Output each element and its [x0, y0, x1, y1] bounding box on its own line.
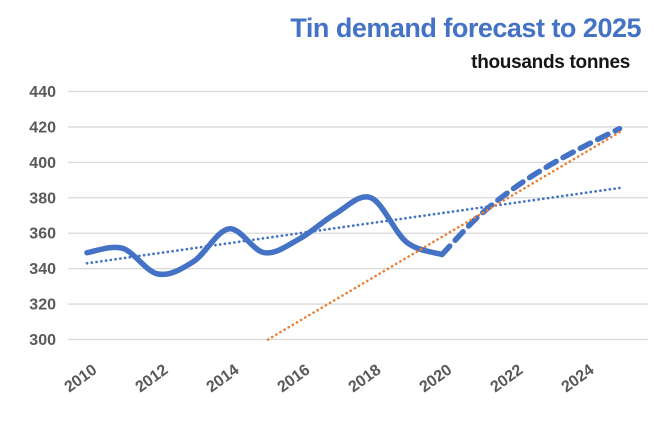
- y-axis-tick-label: 320: [29, 297, 56, 314]
- x-axis-tick-label: 2016: [275, 361, 314, 396]
- linear-trend-line: [85, 186, 621, 265]
- forecast-trend-line: [266, 130, 621, 341]
- x-axis-tick-label: 2014: [204, 361, 243, 396]
- y-axis-tick-label: 300: [29, 332, 56, 349]
- y-axis-tick-label: 340: [29, 261, 56, 278]
- x-axis-tick-label: 2018: [346, 361, 385, 396]
- y-axis-tick-label: 420: [29, 119, 56, 136]
- actual-demand-line: [84, 194, 445, 278]
- x-axis-tick-label: 2022: [488, 361, 527, 396]
- y-axis-tick-label: 400: [29, 155, 56, 172]
- y-axis-tick-label: 360: [29, 226, 56, 243]
- chart-title: Tin demand forecast to 2025: [290, 13, 641, 43]
- forecast-demand-line: [439, 125, 623, 258]
- chart-units-label: thousands tonnes: [471, 52, 630, 73]
- x-axis-tick-label: 2020: [417, 361, 456, 396]
- y-axis-tick-label: 440: [29, 84, 56, 101]
- x-axis-tick-label: 2010: [62, 361, 101, 396]
- x-axis-tick-label: 2024: [559, 361, 598, 396]
- y-axis-tick-label: 380: [29, 190, 56, 207]
- x-axis-tick-label: 2012: [133, 361, 172, 396]
